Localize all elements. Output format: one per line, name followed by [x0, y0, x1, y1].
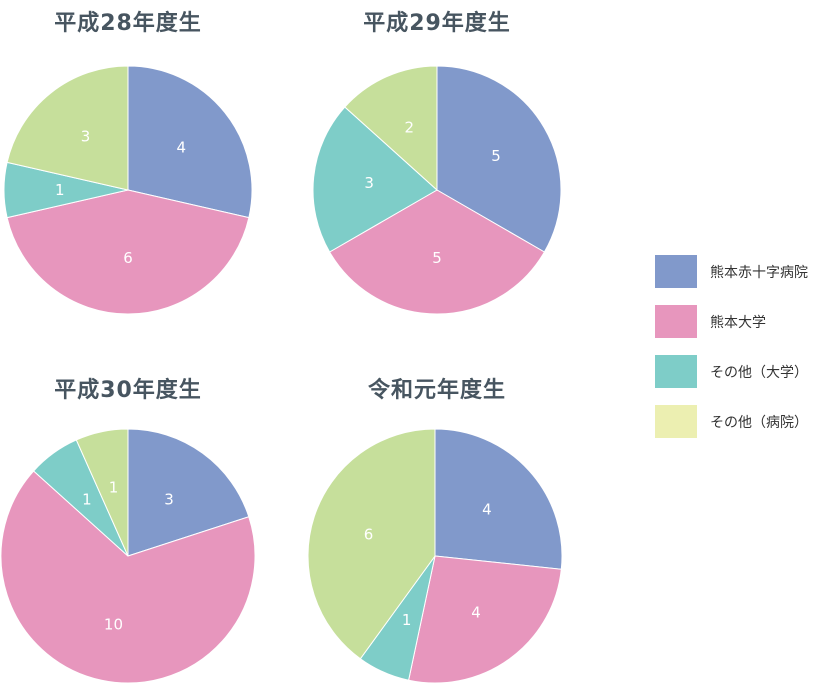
pie-slices-r1: 4 4 1 6	[307, 428, 563, 684]
slice-value-label: 1	[109, 479, 119, 497]
pie-slice-other-university	[312, 106, 438, 253]
chart-title-r1: 令和元年度生	[368, 377, 506, 403]
legend-swatch	[655, 305, 697, 338]
slice-value-label: 10	[104, 615, 123, 633]
slice-value-label: 4	[177, 138, 187, 156]
slice-value-label: 3	[81, 128, 91, 146]
pie-slices-h29: 5 5 3 2	[312, 65, 562, 315]
slice-value-label: 3	[164, 490, 174, 508]
legend-label: 熊本赤十字病院	[710, 265, 808, 281]
pie-slice-other-hospital	[344, 65, 438, 192]
slice-value-label: 6	[364, 525, 374, 543]
pie-slice-other-hospital	[307, 428, 436, 660]
legend-swatch	[655, 255, 697, 288]
legend-swatch	[655, 355, 697, 388]
pie-slice-kumamoto-red-cross	[436, 65, 562, 253]
pie-chart-h30: 平成30年度生 3 10 11	[0, 377, 256, 684]
pie-chart-h28: 平成28年度生 4 6 1 3	[3, 10, 253, 315]
slice-value-label: 4	[482, 500, 492, 518]
legend-label: その他（大学）	[710, 365, 808, 381]
legend-item-kumamoto-red-cross: 熊本赤十字病院	[655, 255, 808, 288]
slice-value-label: 1	[55, 181, 65, 199]
legend-label: その他（病院）	[710, 415, 808, 431]
legend-item-kumamoto-university: 熊本大学	[655, 305, 766, 338]
legend: 熊本赤十字病院 熊本大学 その他（大学） その他（病院）	[655, 255, 808, 438]
pie-slice-kumamoto-red-cross	[127, 65, 253, 219]
slice-value-label: 6	[123, 249, 133, 267]
chart-title-h28: 平成28年度生	[54, 10, 202, 36]
pie-chart-r1: 令和元年度生 4 4 1 6	[307, 377, 563, 684]
slice-value-label: 5	[432, 249, 442, 267]
pie-slice-kumamoto-university	[6, 189, 250, 315]
chart-title-h30: 平成30年度生	[54, 377, 202, 403]
slice-value-label: 1	[402, 611, 412, 629]
slice-value-label: 4	[471, 604, 481, 622]
slice-value-label: 1	[82, 490, 92, 508]
legend-item-other-hospital: その他（病院）	[655, 405, 808, 438]
pie-slice-other-hospital	[6, 65, 129, 191]
legend-swatch	[655, 405, 697, 438]
pie-slice-kumamoto-university	[328, 189, 546, 315]
chart-title-h29: 平成29年度生	[363, 10, 511, 36]
pie-slices-h28: 4 6 1 3	[3, 65, 253, 315]
legend-item-other-university: その他（大学）	[655, 355, 808, 388]
slice-value-label: 5	[491, 147, 501, 165]
slice-value-label: 2	[404, 119, 414, 137]
pie-slice-kumamoto-red-cross	[127, 428, 250, 557]
pie-slice-kumamoto-red-cross	[434, 428, 563, 570]
pie-slice-other-hospital	[75, 428, 129, 557]
pie-slice-kumamoto-university	[0, 470, 256, 684]
slice-value-label: 3	[364, 174, 374, 192]
pie-chart-h29: 平成29年度生 5 5 3 2	[312, 10, 562, 315]
legend-label: 熊本大学	[710, 315, 766, 331]
pie-slices-h30: 3 10 11	[0, 428, 256, 684]
pie-slice-kumamoto-university	[408, 555, 562, 684]
